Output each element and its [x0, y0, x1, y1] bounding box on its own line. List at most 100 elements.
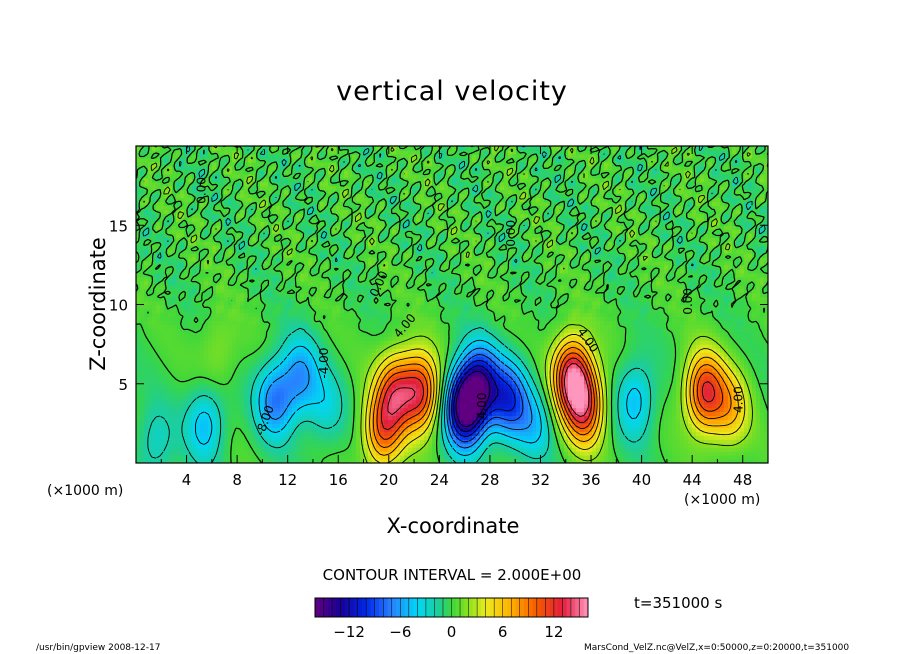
field-cell	[692, 407, 697, 413]
field-cell	[468, 407, 473, 413]
field-cell	[316, 435, 321, 440]
field-cell	[584, 403, 589, 409]
field-cell	[144, 383, 149, 389]
field-cell	[756, 356, 761, 361]
field-cell	[756, 411, 761, 417]
field-cell	[308, 435, 313, 440]
field-cell	[300, 371, 305, 377]
field-cell	[492, 443, 497, 448]
field-cell	[292, 455, 297, 460]
field-cell	[240, 415, 245, 421]
field-cell	[372, 336, 377, 341]
field-cell	[360, 435, 365, 440]
field-cell	[384, 352, 389, 357]
field-cell	[688, 435, 693, 440]
field-cell	[436, 439, 441, 444]
field-cell	[712, 371, 717, 377]
field-cell	[136, 395, 141, 401]
field-cell	[308, 411, 313, 417]
field-cell	[756, 340, 761, 345]
field-cell	[552, 439, 557, 444]
field-cell	[748, 367, 753, 373]
field-cell	[196, 344, 201, 349]
field-cell	[612, 356, 617, 361]
field-cell	[204, 411, 209, 417]
field-cell	[760, 371, 765, 377]
field-cell	[508, 415, 513, 421]
field-cell	[328, 395, 333, 401]
field-cell	[732, 395, 737, 401]
chart-title: vertical velocity	[0, 76, 904, 107]
field-cell	[276, 435, 281, 440]
field-cell	[404, 459, 409, 463]
field-cell	[188, 407, 193, 413]
field-cell	[624, 447, 629, 452]
field-cell	[428, 387, 433, 393]
field-cell	[212, 340, 217, 345]
field-cell	[200, 427, 205, 432]
field-cell	[764, 439, 768, 444]
field-cell	[696, 419, 701, 424]
field-cell	[288, 383, 293, 389]
field-cell	[508, 455, 513, 460]
field-cell	[548, 455, 553, 460]
field-cell	[380, 391, 385, 397]
field-cell	[508, 391, 513, 397]
field-cell	[672, 395, 677, 401]
field-cell	[352, 419, 357, 424]
field-cell	[716, 399, 721, 405]
field-cell	[236, 435, 241, 440]
field-cell	[676, 356, 681, 361]
field-cell	[384, 363, 389, 369]
field-cell	[628, 344, 633, 349]
field-cell	[264, 344, 269, 349]
field-cell	[616, 427, 621, 432]
field-cell	[692, 423, 697, 428]
field-cell	[720, 340, 725, 345]
field-cell	[284, 399, 289, 405]
field-cell	[360, 348, 365, 353]
field-cell	[676, 383, 681, 389]
field-cell	[460, 451, 465, 456]
field-cell	[728, 407, 733, 413]
field-cell	[648, 359, 653, 365]
field-cell	[200, 431, 205, 436]
field-cell	[644, 359, 649, 365]
field-cell	[220, 375, 225, 381]
field-cell	[188, 443, 193, 448]
field-cell	[220, 427, 225, 432]
field-cell	[160, 459, 165, 463]
field-cell	[392, 356, 397, 361]
field-cell	[376, 340, 381, 345]
field-cell	[384, 415, 389, 421]
field-cell	[244, 447, 249, 452]
field-cell	[220, 435, 225, 440]
field-cell	[672, 439, 677, 444]
field-cell	[176, 411, 181, 417]
field-cell	[184, 395, 189, 401]
field-cell	[504, 431, 509, 436]
field-cell	[184, 344, 189, 349]
field-cell	[628, 427, 633, 432]
field-cell	[604, 403, 609, 409]
field-cell	[148, 451, 153, 456]
field-cell	[228, 403, 233, 409]
field-cell	[160, 352, 165, 357]
field-cell	[616, 443, 621, 448]
field-cell	[568, 391, 573, 397]
field-cell	[528, 459, 533, 463]
field-cell	[248, 395, 253, 401]
field-cell	[196, 336, 201, 341]
field-cell	[192, 419, 197, 424]
field-cell	[476, 395, 481, 401]
field-cell	[156, 363, 161, 369]
field-cell	[640, 403, 645, 409]
field-cell	[536, 411, 541, 417]
field-cell	[672, 407, 677, 413]
field-cell	[368, 423, 373, 428]
field-cell	[364, 427, 369, 432]
field-cell	[636, 340, 641, 345]
field-cell	[200, 395, 205, 401]
field-cell	[732, 411, 737, 417]
field-cell	[160, 344, 165, 349]
